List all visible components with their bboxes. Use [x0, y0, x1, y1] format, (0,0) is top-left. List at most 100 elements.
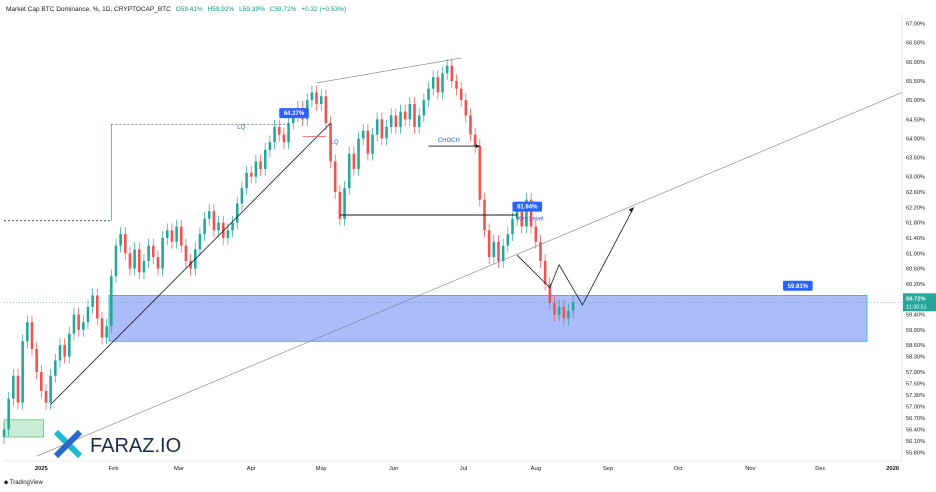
- candle-body: [184, 245, 188, 261]
- candle: [26, 315, 29, 349]
- candle: [58, 338, 62, 368]
- candle: [371, 127, 374, 161]
- candle-body: [221, 222, 225, 238]
- candle-body: [417, 115, 421, 127]
- candle-body: [54, 360, 57, 376]
- candle: [21, 334, 24, 410]
- candle: [385, 120, 388, 146]
- candle: [441, 66, 444, 100]
- candle-body: [315, 92, 318, 104]
- candle: [347, 146, 351, 196]
- y-tick-label: 57.30%: [906, 393, 925, 399]
- y-tick-label: 63.50%: [906, 156, 925, 162]
- candle: [445, 58, 449, 81]
- candle-body: [68, 333, 71, 357]
- y-tick-label: 56.40%: [906, 427, 925, 433]
- logo-x-stroke-b: [53, 429, 83, 459]
- candle: [287, 116, 290, 150]
- candle-body: [427, 88, 430, 101]
- candle-body: [16, 375, 20, 403]
- candle: [282, 127, 286, 150]
- x-tick-label: Apr: [247, 466, 256, 472]
- candle: [105, 319, 108, 345]
- candle-body: [375, 119, 379, 135]
- candle-body: [450, 65, 454, 81]
- candle: [543, 254, 547, 291]
- candle-body: [371, 134, 374, 154]
- candle: [2, 422, 6, 444]
- candle: [221, 215, 225, 245]
- y-tick-label: 56.70%: [906, 416, 925, 422]
- candle: [529, 192, 533, 234]
- trendline-top: [316, 57, 462, 84]
- candle: [343, 181, 346, 226]
- candle-body: [408, 103, 412, 120]
- tradingview-attribution[interactable]: ⬥ TradingView: [4, 480, 43, 487]
- candle: [259, 154, 262, 176]
- candle: [511, 211, 514, 242]
- choch-label: CHOCH: [438, 138, 460, 144]
- candle-body: [124, 234, 127, 254]
- y-tick-label: 66.00%: [906, 60, 925, 66]
- candle-body: [501, 245, 505, 261]
- y-tick-label: 59.40%: [906, 313, 925, 319]
- candle: [310, 85, 314, 108]
- candle-body: [58, 345, 62, 361]
- candle: [179, 219, 183, 253]
- x-tick-label: Dec: [815, 466, 825, 472]
- candle-body: [249, 172, 253, 177]
- candle: [138, 242, 141, 280]
- candle-body: [72, 314, 76, 334]
- candle: [128, 246, 132, 276]
- candle-body: [329, 123, 332, 162]
- candle-body: [394, 115, 398, 127]
- candle-body: [142, 260, 146, 273]
- candle-body: [82, 322, 85, 330]
- candle-body: [77, 314, 80, 330]
- candle-body: [277, 126, 281, 135]
- candle: [77, 307, 80, 337]
- y-tick-label: 61.80%: [906, 221, 925, 227]
- candle: [422, 93, 426, 123]
- candle-body: [114, 245, 118, 277]
- candle-body: [567, 310, 570, 319]
- candle: [329, 116, 332, 169]
- candle-body: [91, 295, 94, 307]
- candle: [198, 227, 202, 257]
- candle-body: [385, 126, 388, 139]
- candle-body: [539, 241, 542, 261]
- candle-body: [165, 230, 169, 238]
- y-tick-label: 61.00%: [906, 251, 925, 257]
- y-tick-label: 65.00%: [906, 98, 925, 104]
- candle-body: [35, 348, 38, 372]
- candle: [212, 204, 216, 238]
- candle: [375, 112, 379, 142]
- candle-body: [263, 149, 267, 170]
- candle-body: [254, 161, 258, 177]
- x-tick-label: Oct: [674, 466, 683, 472]
- candle: [82, 315, 85, 337]
- candle-body: [156, 257, 160, 269]
- candle: [539, 234, 542, 268]
- candle-body: [128, 253, 132, 269]
- candle: [413, 97, 416, 134]
- candle: [249, 165, 253, 184]
- y-tick-label: 59.00%: [906, 328, 925, 334]
- candle: [40, 365, 43, 398]
- candle-body: [464, 100, 468, 116]
- candle-body: [226, 230, 230, 238]
- y-tick-label: 57.60%: [906, 381, 925, 387]
- candle-body: [7, 398, 10, 430]
- label-59-81-text: 59.81%: [788, 284, 809, 290]
- candle: [473, 127, 477, 153]
- y-tick-label: 62.20%: [906, 205, 925, 211]
- candle: [124, 227, 127, 261]
- key-level-label: Key Level: [517, 217, 543, 223]
- x-tick-label: Sep: [603, 466, 613, 472]
- candle: [268, 135, 272, 157]
- candle: [231, 215, 234, 238]
- symbol-title[interactable]: Market Cap BTC Dominance, %, 1D, CRYPTOC…: [6, 6, 171, 13]
- candle-body: [40, 371, 43, 392]
- logo-text: FARAZ.IO: [90, 435, 181, 457]
